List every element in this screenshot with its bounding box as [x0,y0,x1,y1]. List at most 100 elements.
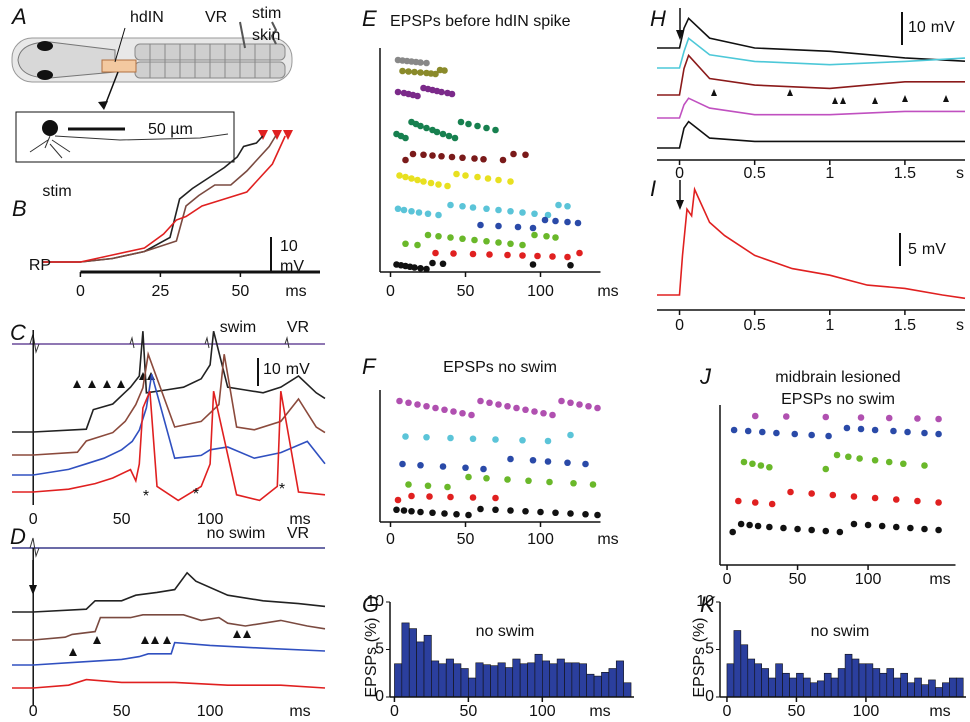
epsp-dot [833,451,841,459]
trace [657,36,966,69]
epsp-dot [433,128,441,136]
epsp-dot [552,217,559,225]
x-tick-label: 100 [853,703,880,720]
x-unit: ms [589,703,610,720]
epsp-dot [857,414,865,421]
bar [782,672,790,698]
epsp-dot [414,401,421,408]
epsp-markers [73,372,155,388]
bar [789,677,797,698]
epsp-dot [445,132,453,140]
epsp-dot [822,413,830,421]
x-tick-label: 1.5 [894,317,916,334]
bar [615,660,624,698]
epsp-dot [429,152,436,159]
epsp-dot [492,436,499,443]
x-tick-label: 100 [197,511,224,528]
epsp-dot [746,521,753,529]
bar [601,671,610,698]
axon [29,133,229,159]
panel-letter: C [10,320,26,345]
epsp-dot [935,430,942,438]
epsp-dot [567,510,574,517]
epsp-dot [424,482,432,490]
epsp-dot [396,397,403,405]
epsp-dot [457,118,465,126]
epsp-dot [414,241,421,249]
bar [900,672,908,698]
epsp-dot [411,264,418,271]
epsp-dot [408,175,415,182]
bar [747,658,756,698]
bar [761,668,769,698]
x-unit: ms [289,511,310,528]
epsp-dot [465,511,472,519]
scale-label: 5 mV [908,241,946,258]
epsp-dot [447,434,454,442]
epsp-dot [423,402,430,410]
epsp-dot [409,150,417,158]
panel-letter: G [362,592,379,617]
epsp-dot [808,431,815,439]
epsp-dot [492,494,499,502]
epsp-dot [400,206,408,214]
electrode [239,21,246,49]
label: stim [252,5,281,22]
panel-letter: F [362,354,377,379]
epsp-dot [549,411,556,419]
bar [490,665,499,698]
epsp-dot [904,428,911,436]
scale-label: 10 mV [263,361,310,378]
annotation: stim [42,183,71,200]
epsp-dot [402,240,409,248]
marker: * [279,481,285,498]
epsp-dot [400,507,408,514]
chart-title: EPSPs no swim [443,359,557,376]
soma [42,120,58,136]
x-tick-label: 0 [76,283,85,300]
x-tick-label: 0 [29,703,38,720]
epsp-dot [417,59,424,66]
x-unit: s [956,317,964,334]
epsp-dot [480,465,487,473]
epsp-dot [423,124,430,132]
epsp-dot [417,508,424,516]
trace [12,351,326,456]
x-tick-label: 0.5 [744,165,766,182]
trace [657,120,965,149]
epsp-dot [495,239,502,246]
bar [865,663,874,698]
bar [775,663,783,698]
bar [886,668,895,698]
epsp-dot [514,223,522,231]
scale-unit: mV [286,361,310,378]
scale-unit: mV [922,241,946,258]
epsp-dot [519,436,526,444]
epsp-dot [729,528,736,536]
bar [401,622,410,698]
bar [564,662,573,698]
epsp-dot [444,182,451,190]
vr-label: swim [220,319,256,336]
x-unit: ms [285,283,306,300]
bar [893,677,901,698]
epsp-dot [594,511,601,519]
epsp-dot [567,431,574,439]
x-tick-label: 50 [459,703,477,720]
epsp-dot [448,153,456,161]
y-tick-label: 0 [375,688,384,705]
epsp-dot [871,494,879,502]
bar [453,663,462,698]
trace [657,97,965,119]
x-tick-label: 25 [152,283,170,300]
epsp-dot [399,67,406,75]
trace [657,186,966,300]
epsp-dot [737,520,745,528]
epsp-dot [507,178,514,185]
epsp-dot [773,429,780,437]
epsp-dot [892,496,900,503]
epsp-dot [417,461,424,469]
vr-bursts [29,333,290,354]
bar [468,677,477,698]
epsp-dot [845,453,852,461]
